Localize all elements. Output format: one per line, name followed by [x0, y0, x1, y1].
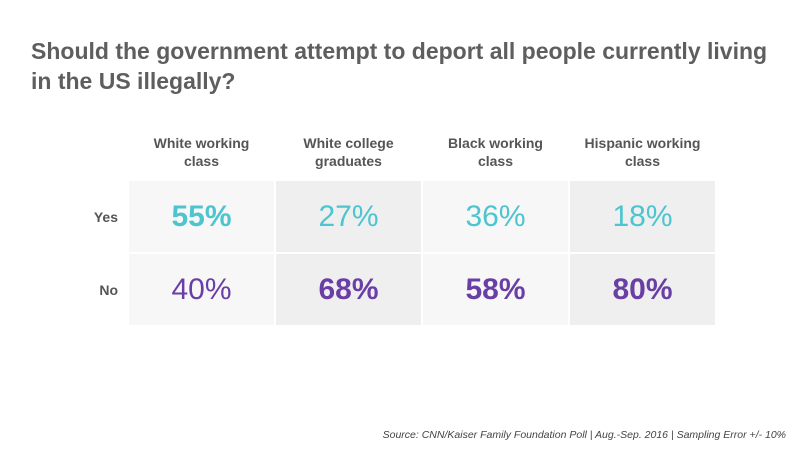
header-row: White working class White college gradua…	[82, 125, 715, 179]
table-row-yes: Yes 55% 27% 36% 18%	[82, 181, 715, 252]
chart-title: Should the government attempt to deport …	[31, 38, 768, 94]
cell-yes-hispanic-working-class: 18%	[570, 181, 715, 252]
row-label-no: No	[99, 281, 118, 298]
table-row-no: No 40% 68% 58% 80%	[82, 254, 715, 325]
cell-no-white-working-class: 40%	[129, 254, 274, 325]
cell-no-black-working-class: 58%	[423, 254, 568, 325]
column-header-white-working-class: White working class	[153, 135, 250, 169]
column-header-black-working-class: Black working class	[448, 135, 543, 169]
source-note: Source: CNN/Kaiser Family Foundation Pol…	[382, 429, 786, 441]
corner-cell	[82, 125, 127, 179]
cell-no-white-college-graduates: 68%	[276, 254, 421, 325]
cell-yes-white-college-graduates: 27%	[276, 181, 421, 252]
cell-yes-black-working-class: 36%	[423, 181, 568, 252]
cell-yes-white-working-class: 55%	[129, 181, 274, 252]
column-header-white-college-graduates: White college graduates	[303, 135, 394, 169]
column-header-hispanic-working-class: Hispanic working class	[584, 135, 701, 169]
poll-table: White working class White college gradua…	[80, 123, 717, 327]
cell-no-hispanic-working-class: 80%	[570, 254, 715, 325]
row-label-yes: Yes	[93, 208, 118, 225]
